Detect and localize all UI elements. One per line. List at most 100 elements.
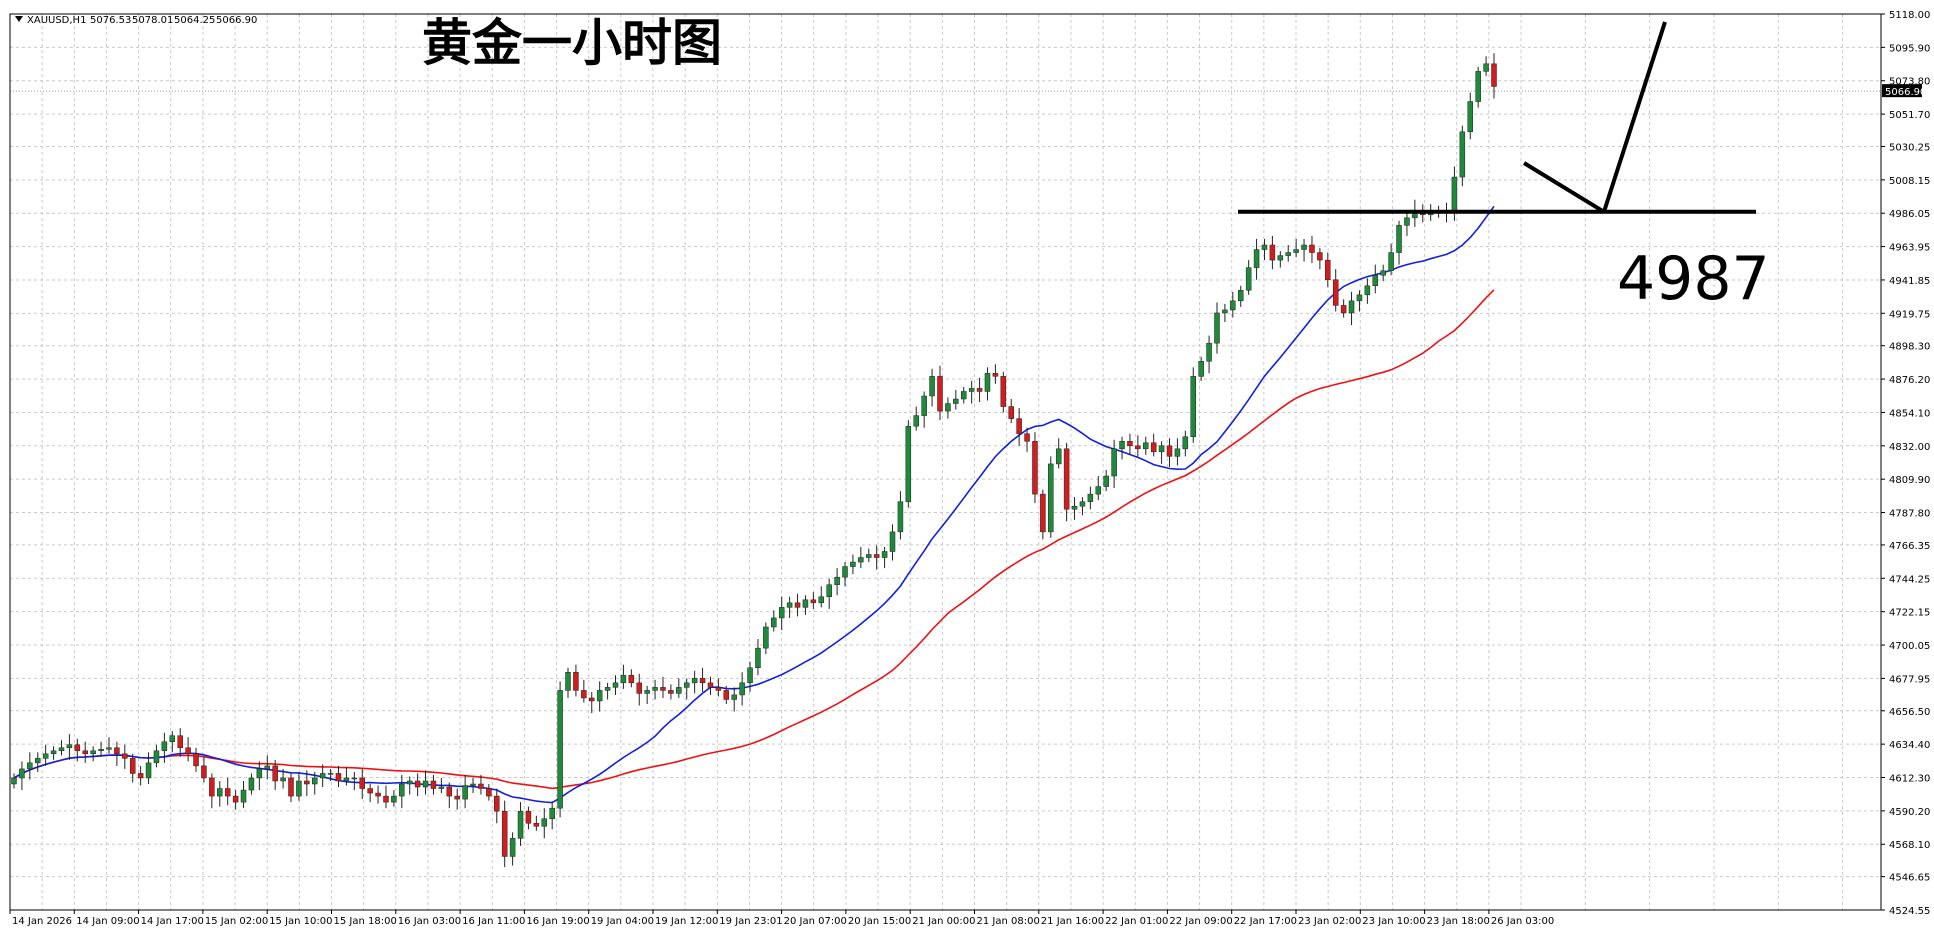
y-tick-label: 4677.95 [1889,674,1930,685]
candle-body [517,810,524,839]
candle-body [676,687,682,694]
y-tick-label: 4766.35 [1889,541,1930,552]
candle-body [802,599,809,608]
candle-body [1277,255,1284,261]
y-tick-label: 5118.00 [1889,10,1930,21]
candle-body [177,735,183,749]
candle-body [1119,441,1125,450]
candle-body [1293,249,1299,253]
y-tick-label: 4832.00 [1889,442,1930,453]
candle-body [715,687,722,691]
candle-body [889,531,896,552]
x-tick-label: 15 Jan 02:00 [205,916,268,927]
candle-body [145,762,152,779]
candle-body [1150,442,1157,453]
open-value: 5076.53 [90,15,131,26]
x-tick-label: 23 Jan 02:00 [1298,916,1361,927]
x-tick-label: 21 Jan 16:00 [1041,916,1104,927]
y-tick-label: 4722.15 [1889,608,1930,619]
candle-body [810,599,817,604]
candle-body [1174,448,1181,457]
candle-body [929,376,935,397]
y-tick-label: 4656.50 [1889,707,1930,718]
candle-body [1269,244,1276,261]
y-tick-label: 5095.90 [1889,43,1930,54]
projection-up-line[interactable] [1602,21,1667,213]
current-price-label: 5066.90 [1885,87,1926,98]
x-tick-label: 14 Jan 17:00 [141,916,204,927]
candle-body [1008,406,1014,419]
y-tick-label: 4963.95 [1889,243,1930,254]
projection-down-line[interactable] [1522,161,1606,214]
candle-body [834,576,840,585]
candle-body [1325,259,1331,280]
x-tick-label: 22 Jan 09:00 [1169,916,1232,927]
candle-body [1404,217,1410,226]
candle-body [438,786,445,789]
candle-body [383,795,389,803]
candle-body [771,617,777,628]
triangle-down-icon[interactable] [15,16,23,22]
candle-body [454,795,460,800]
candle-body [272,765,278,782]
x-tick-label: 19 Jan 04:00 [591,916,654,927]
x-tick-label: 23 Jan 18:00 [1427,916,1490,927]
x-tick-label: 14 Jan 09:00 [76,916,139,927]
candle-body [945,403,951,412]
candle-body [1063,448,1070,510]
candle-body [937,376,943,412]
y-tick-label: 4700.05 [1889,641,1930,652]
candle-body [264,765,271,770]
candle-body [256,768,263,779]
y-tick-label: 4546.65 [1889,873,1930,884]
candle-body [786,602,793,608]
x-tick-label: 21 Jan 00:00 [912,916,975,927]
candle-body [224,788,231,797]
candle-body [501,810,508,857]
x-tick-label: 19 Jan 12:00 [655,916,718,927]
candle-body [604,687,611,691]
y-tick-label: 4986.05 [1889,209,1930,220]
axes: 5118.00 5095.90 5073.80 5051.70 5030.25 5008.… [9,10,1930,927]
y-tick-label: 5008.15 [1889,176,1930,187]
candle-body [82,750,88,755]
candle-body [1198,361,1204,377]
candle-body [1467,101,1474,133]
candle-body [494,795,500,812]
candle-body [581,690,587,699]
candle-body [960,391,967,400]
candle-body [327,773,334,775]
chart-annotation-title: 黄金一小时图 [422,14,722,72]
candle-body [1048,463,1054,533]
candle-body [478,783,484,789]
candle-body [1372,274,1379,287]
candle-body [391,795,397,803]
candle-body [185,747,191,755]
x-tick-label: 16 Jan 11:00 [462,916,525,927]
candle-body [98,749,104,752]
candle-body [953,398,959,404]
candle-body [1166,445,1173,457]
candle-body [446,786,453,797]
candle-body [137,773,144,779]
y-tick-label: 4876.20 [1889,375,1930,386]
candle-body [343,777,350,782]
candle-body [921,395,927,416]
candle-body [288,777,294,797]
candle-body [1079,501,1086,507]
candle-body [976,388,983,392]
candle-body [1285,252,1291,256]
candle-body [193,753,199,767]
x-tick-label: 21 Jan 08:00 [977,916,1040,927]
candle-body [731,694,737,700]
candle-body [1135,445,1141,450]
candle-body [486,788,492,797]
candle-body [1483,63,1489,72]
candle-body [668,690,674,694]
candle-body [1340,305,1347,314]
candle-body [1348,300,1355,314]
candle-body [114,747,120,755]
y-tick-label: 5073.80 [1889,77,1930,88]
